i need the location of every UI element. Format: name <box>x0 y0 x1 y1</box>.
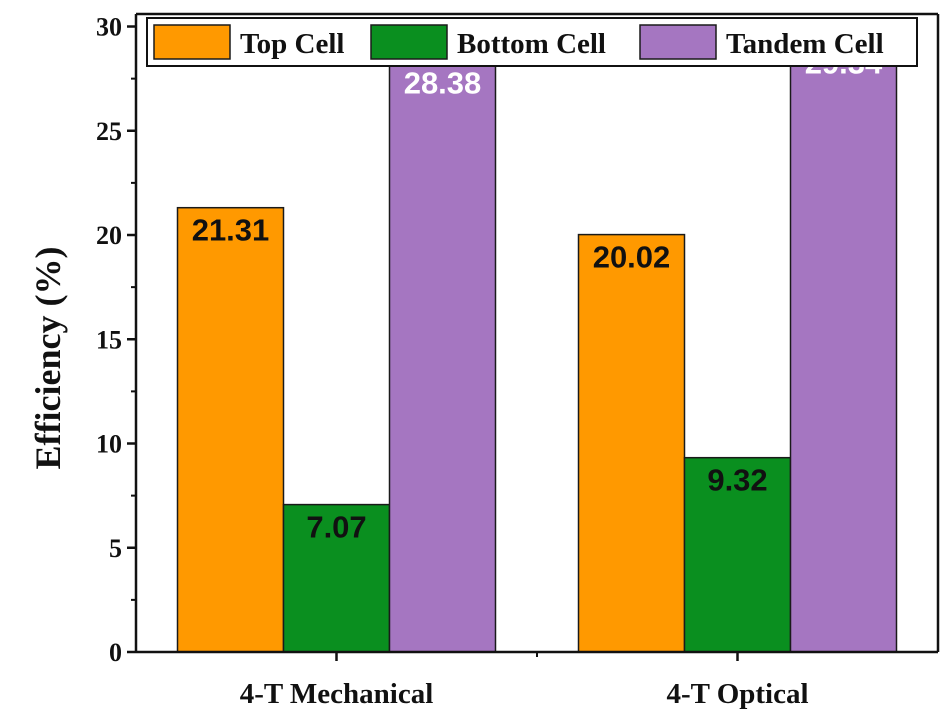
bar-top-cell-2 <box>577 233 686 653</box>
legend-label: Top Cell <box>240 28 345 60</box>
bar-top-cell-1 <box>176 206 285 653</box>
legend-label: Tandem Cell <box>726 28 884 60</box>
data-label: 28.38 <box>404 65 482 100</box>
y-axis-title: Efficiency (%) <box>28 247 68 470</box>
y-tick-label: 5 <box>109 534 122 563</box>
data-label: 20.02 <box>593 240 671 275</box>
y-tick-label: 15 <box>96 325 122 354</box>
bar-tandem-cell-1 <box>388 59 497 653</box>
x-tick-label: 4-T Mechanical <box>240 678 434 710</box>
legend: Top Cell Bottom Cell Tandem Cell <box>146 17 918 67</box>
legend-box <box>146 17 918 67</box>
data-label: 21.31 <box>192 213 270 248</box>
bars-layer <box>176 39 898 653</box>
x-tick-label: 4-T Optical <box>666 678 808 710</box>
legend-swatch-tandem-cell <box>639 24 717 60</box>
y-tick-label: 0 <box>109 638 122 667</box>
bar-tandem-cell-2 <box>789 39 898 653</box>
bar-bottom-cell-2 <box>683 456 792 653</box>
data-label: 9.32 <box>707 463 767 498</box>
y-tick-label: 30 <box>96 13 122 42</box>
data-label: 7.07 <box>306 510 366 545</box>
bar-bottom-cell-1 <box>282 503 391 653</box>
legend-label: Bottom Cell <box>457 28 606 60</box>
y-tick-label: 20 <box>96 221 122 250</box>
axes-layer: 0 5 10 15 20 25 30 4-T Mechanical 4-T Optical <box>96 13 940 710</box>
y-tick-label: 25 <box>96 117 122 146</box>
y-tick-label: 10 <box>96 430 122 459</box>
legend-swatch-top-cell <box>153 24 231 60</box>
legend-swatch-bottom-cell <box>370 24 448 60</box>
